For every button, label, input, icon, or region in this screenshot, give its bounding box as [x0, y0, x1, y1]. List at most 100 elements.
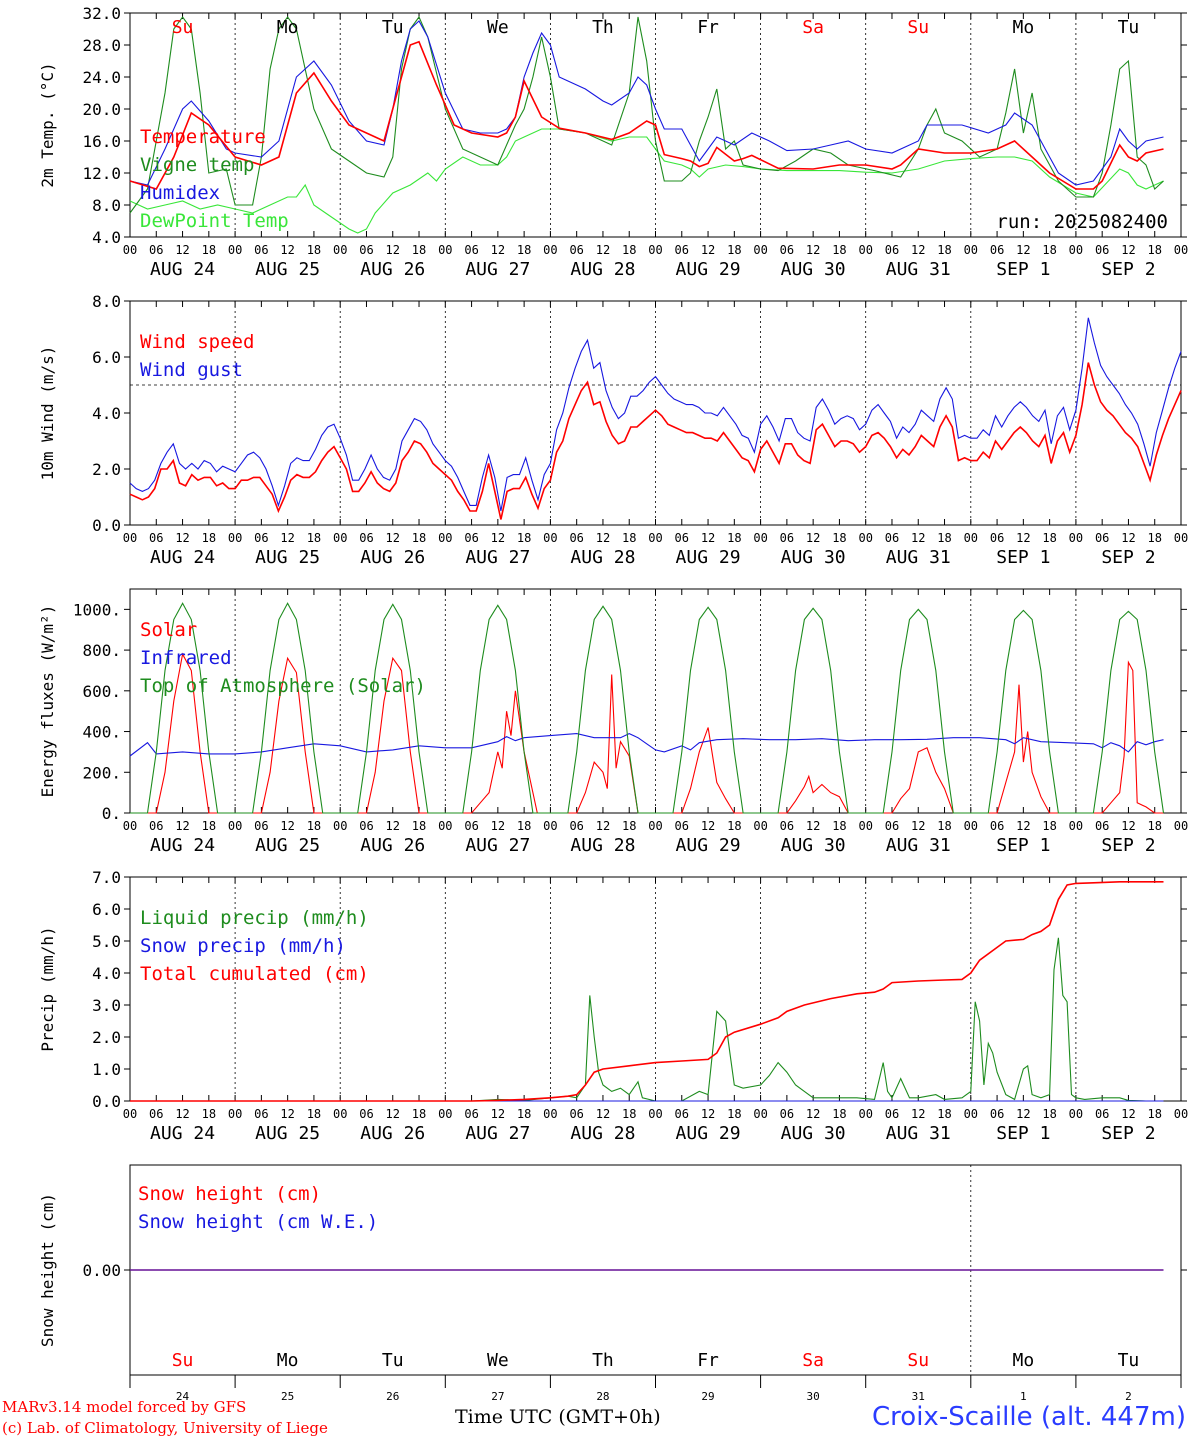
date-label: AUG 25 — [255, 1123, 320, 1144]
weekday-label-top: Tu — [382, 17, 404, 38]
hour-tick-label: 18 — [727, 1107, 741, 1121]
hour-tick-label: 06 — [990, 1107, 1004, 1121]
date-label: AUG 26 — [360, 835, 425, 856]
date-label: SEP 1 — [996, 1123, 1050, 1144]
date-label: AUG 29 — [676, 547, 741, 568]
station-name: Croix-Scaille (alt. 447m) — [872, 1402, 1186, 1432]
hour-tick-label: 06 — [254, 243, 268, 257]
time-axis-label: Time UTC (GMT+0h) — [455, 1406, 661, 1428]
hour-tick-label: 00 — [438, 531, 452, 545]
hour-tick-label: 12 — [1121, 531, 1135, 545]
hour-tick-label: 00 — [1069, 243, 1083, 257]
hour-tick-label: 12 — [701, 819, 715, 833]
y-axis-label-snow: Snow height (cm) — [38, 1193, 57, 1347]
hour-tick-label: 18 — [622, 531, 636, 545]
date-label: AUG 31 — [886, 259, 951, 280]
legend-entry: Solar — [140, 619, 197, 641]
hour-tick-label: 00 — [1174, 1107, 1188, 1121]
weekday-label-bottom: Mo — [1013, 1350, 1035, 1371]
date-label: AUG 31 — [886, 835, 951, 856]
legend-entry: Wind speed — [140, 331, 254, 353]
date-label: AUG 30 — [781, 259, 846, 280]
day-number-label: 1 — [1020, 1390, 1027, 1403]
y-tick-label: 0. — [102, 804, 121, 823]
hour-tick-label: 12 — [175, 1107, 189, 1121]
hour-tick-label: 12 — [806, 243, 820, 257]
hour-tick-label: 06 — [885, 531, 899, 545]
hour-tick-label: 00 — [858, 531, 872, 545]
hour-tick-label: 12 — [806, 1107, 820, 1121]
hour-tick-label: 06 — [254, 531, 268, 545]
weekday-label-top: Mo — [1013, 17, 1035, 38]
y-tick-label: 12.0 — [82, 164, 121, 183]
hour-tick-label: 18 — [622, 1107, 636, 1121]
hour-tick-label: 06 — [464, 1107, 478, 1121]
weekday-label-top: Tu — [1118, 17, 1140, 38]
hour-tick-label: 06 — [359, 243, 373, 257]
hour-tick-label: 12 — [1121, 819, 1135, 833]
hour-tick-label: 06 — [780, 1107, 794, 1121]
hour-tick-label: 12 — [911, 819, 925, 833]
hour-tick-label: 00 — [1069, 531, 1083, 545]
y-tick-label: 400. — [82, 723, 121, 742]
date-label: SEP 2 — [1101, 835, 1155, 856]
date-label: AUG 30 — [781, 547, 846, 568]
date-label: SEP 1 — [996, 547, 1050, 568]
hour-tick-label: 06 — [359, 819, 373, 833]
legend-entry: Liquid precip (mm/h) — [140, 907, 369, 929]
y-tick-label: 5.0 — [92, 932, 121, 951]
date-label: AUG 24 — [150, 547, 215, 568]
hour-tick-label: 06 — [780, 243, 794, 257]
hour-tick-label: 18 — [1147, 531, 1161, 545]
weekday-label-top: Su — [172, 17, 194, 38]
hour-tick-label: 18 — [412, 531, 426, 545]
hour-tick-label: 06 — [569, 243, 583, 257]
y-tick-label: 16.0 — [82, 132, 121, 151]
hour-tick-label: 06 — [1095, 243, 1109, 257]
hour-tick-label: 00 — [543, 1107, 557, 1121]
hour-tick-label: 06 — [569, 531, 583, 545]
weekday-label-top: We — [487, 17, 509, 38]
hour-tick-label: 00 — [543, 243, 557, 257]
weekday-label-bottom: Tu — [1118, 1350, 1140, 1371]
legend-entry: Vigne temp — [140, 154, 254, 176]
hour-tick-label: 12 — [280, 1107, 294, 1121]
hour-tick-label: 18 — [517, 531, 531, 545]
hour-tick-label: 00 — [858, 819, 872, 833]
hour-tick-label: 00 — [438, 1107, 452, 1121]
legend-entry: Snow height (cm W.E.) — [138, 1211, 378, 1233]
hour-tick-label: 06 — [149, 1107, 163, 1121]
hour-tick-label: 06 — [990, 531, 1004, 545]
hour-tick-label: 18 — [517, 1107, 531, 1121]
day-number-label: 30 — [807, 1390, 820, 1403]
date-label: AUG 25 — [255, 259, 320, 280]
date-label: SEP 2 — [1101, 547, 1155, 568]
hour-tick-label: 12 — [386, 1107, 400, 1121]
y-tick-label: 4.0 — [92, 228, 121, 247]
date-label: AUG 31 — [886, 547, 951, 568]
hour-tick-label: 18 — [727, 531, 741, 545]
day-number-label: 31 — [912, 1390, 925, 1403]
hour-tick-label: 12 — [491, 819, 505, 833]
legend-entry: Humidex — [140, 182, 220, 204]
hour-tick-label: 06 — [464, 531, 478, 545]
hour-tick-label: 00 — [753, 531, 767, 545]
hour-tick-label: 00 — [964, 819, 978, 833]
hour-tick-label: 06 — [569, 1107, 583, 1121]
hour-tick-label: 12 — [911, 531, 925, 545]
hour-tick-label: 18 — [1042, 243, 1056, 257]
hour-tick-label: 00 — [648, 531, 662, 545]
date-label: AUG 27 — [465, 259, 530, 280]
hour-tick-label: 18 — [1147, 819, 1161, 833]
hour-tick-label: 06 — [885, 819, 899, 833]
date-label: AUG 29 — [676, 1123, 741, 1144]
hour-tick-label: 18 — [202, 243, 216, 257]
hour-tick-label: 18 — [412, 819, 426, 833]
date-label: AUG 28 — [570, 547, 635, 568]
series-line-blue — [129, 317, 1182, 512]
hour-tick-label: 06 — [675, 1107, 689, 1121]
legend-entry: Infrared — [140, 647, 232, 669]
hour-tick-label: 12 — [806, 819, 820, 833]
hour-tick-label: 12 — [386, 531, 400, 545]
